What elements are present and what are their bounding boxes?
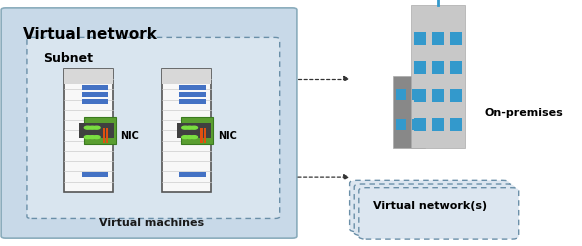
FancyBboxPatch shape: [414, 32, 426, 45]
FancyBboxPatch shape: [103, 128, 105, 142]
FancyBboxPatch shape: [432, 61, 444, 74]
FancyBboxPatch shape: [84, 117, 116, 144]
Circle shape: [84, 136, 91, 138]
FancyBboxPatch shape: [412, 119, 422, 130]
FancyBboxPatch shape: [450, 89, 462, 102]
FancyBboxPatch shape: [79, 123, 114, 138]
Circle shape: [182, 136, 189, 138]
Circle shape: [93, 126, 100, 129]
FancyBboxPatch shape: [27, 37, 280, 218]
FancyBboxPatch shape: [414, 118, 426, 131]
FancyBboxPatch shape: [359, 188, 519, 239]
Circle shape: [191, 136, 197, 138]
Circle shape: [84, 126, 91, 129]
FancyBboxPatch shape: [432, 32, 444, 45]
FancyBboxPatch shape: [200, 128, 203, 142]
Circle shape: [191, 126, 197, 129]
Text: Subnet: Subnet: [43, 52, 93, 65]
Text: Virtual network(s): Virtual network(s): [373, 201, 487, 211]
FancyBboxPatch shape: [81, 86, 108, 90]
FancyBboxPatch shape: [414, 89, 426, 102]
Circle shape: [182, 126, 189, 129]
FancyBboxPatch shape: [162, 69, 211, 84]
Text: NIC: NIC: [218, 131, 236, 141]
Text: Virtual network: Virtual network: [23, 27, 157, 42]
FancyBboxPatch shape: [177, 123, 211, 138]
FancyBboxPatch shape: [450, 61, 462, 74]
FancyBboxPatch shape: [411, 5, 465, 148]
FancyBboxPatch shape: [396, 119, 406, 130]
FancyBboxPatch shape: [393, 76, 425, 148]
Circle shape: [93, 136, 100, 138]
FancyBboxPatch shape: [65, 69, 113, 84]
FancyBboxPatch shape: [65, 69, 113, 192]
FancyBboxPatch shape: [162, 69, 211, 192]
FancyBboxPatch shape: [179, 92, 206, 97]
Circle shape: [89, 126, 95, 129]
FancyBboxPatch shape: [414, 61, 426, 74]
FancyBboxPatch shape: [182, 117, 213, 144]
FancyBboxPatch shape: [81, 172, 108, 177]
FancyBboxPatch shape: [432, 118, 444, 131]
FancyBboxPatch shape: [179, 86, 206, 90]
FancyBboxPatch shape: [396, 89, 406, 100]
FancyBboxPatch shape: [106, 128, 108, 142]
Circle shape: [89, 136, 95, 138]
Text: Virtual machines: Virtual machines: [100, 218, 204, 228]
FancyBboxPatch shape: [350, 180, 510, 232]
FancyBboxPatch shape: [204, 128, 206, 142]
FancyBboxPatch shape: [81, 99, 108, 104]
Text: NIC: NIC: [120, 131, 139, 141]
Circle shape: [186, 126, 193, 129]
FancyBboxPatch shape: [450, 32, 462, 45]
FancyBboxPatch shape: [1, 8, 297, 238]
FancyBboxPatch shape: [354, 184, 514, 235]
Circle shape: [186, 136, 193, 138]
FancyBboxPatch shape: [412, 89, 422, 100]
FancyBboxPatch shape: [179, 172, 206, 177]
FancyBboxPatch shape: [450, 118, 462, 131]
Text: On-premises: On-premises: [484, 108, 563, 118]
FancyBboxPatch shape: [81, 92, 108, 97]
FancyBboxPatch shape: [432, 89, 444, 102]
FancyBboxPatch shape: [179, 99, 206, 104]
